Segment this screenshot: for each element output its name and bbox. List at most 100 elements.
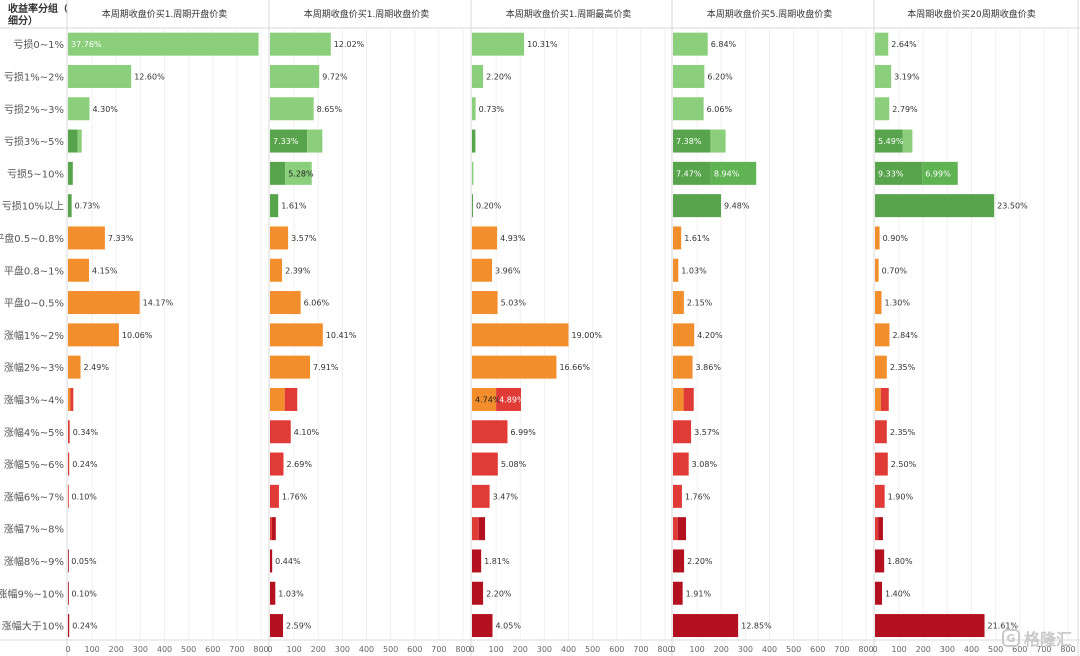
- data-label: 2.35%: [890, 428, 916, 437]
- data-label: 2.64%: [891, 40, 917, 49]
- data-label: 3.57%: [694, 428, 720, 437]
- data-label: 8.94%: [714, 169, 740, 178]
- data-label: 5.08%: [501, 460, 527, 469]
- bar-segment: [902, 129, 913, 153]
- bar-segment: [875, 549, 885, 573]
- data-label: 1.61%: [684, 234, 710, 243]
- data-label: 0.44%: [275, 557, 301, 566]
- bar-segment: [270, 581, 276, 605]
- bar-segment: [472, 291, 498, 315]
- bar-segment: [673, 387, 684, 411]
- bar-segment: [673, 97, 704, 121]
- bar-segment: [472, 581, 484, 605]
- bar-segment: [875, 517, 879, 541]
- data-label: 2.20%: [486, 72, 512, 81]
- x-tick-label: 100: [84, 645, 99, 654]
- data-label: 2.84%: [892, 331, 918, 340]
- x-tick-label: 200: [916, 645, 931, 654]
- x-tick-label: 800: [253, 645, 268, 654]
- category-label: 涨幅大于10%: [2, 620, 64, 633]
- data-label: 1.76%: [685, 492, 711, 501]
- bar-segment: [472, 452, 498, 476]
- bar-segment: [875, 614, 985, 638]
- x-tick-label: 700: [633, 645, 648, 654]
- bar-segment: [68, 226, 105, 250]
- data-label: 37.76%: [71, 40, 102, 49]
- data-label: 2.79%: [892, 105, 918, 114]
- data-label: 0.10%: [71, 589, 97, 598]
- bar-segment: [472, 484, 490, 508]
- bar-segment: [270, 258, 283, 282]
- data-label: 16.66%: [559, 363, 590, 372]
- bar-segment: [875, 581, 882, 605]
- category-label: 平盘0~0.5%: [4, 297, 64, 310]
- x-tick-label: 700: [431, 645, 446, 654]
- bar-segment: [472, 420, 508, 444]
- data-label: 12.60%: [134, 72, 165, 81]
- x-tick-label: 500: [786, 645, 801, 654]
- bar-segment: [270, 323, 323, 347]
- data-label: 1.40%: [885, 589, 911, 598]
- category-label: 亏损1%~2%: [4, 70, 64, 83]
- bar-segment: [878, 517, 883, 541]
- data-label: 7.47%: [676, 169, 702, 178]
- bar-segment: [673, 355, 693, 379]
- bar-segment: [68, 614, 70, 638]
- bar-segment: [472, 323, 569, 347]
- panel-title: 本周期收盘价买1.周期开盘价卖: [102, 8, 228, 20]
- bar-segment: [478, 517, 486, 541]
- x-tick-label: 300: [940, 645, 955, 654]
- bar-segment: [70, 387, 74, 411]
- data-label: 1.03%: [278, 589, 304, 598]
- x-tick-label: 0: [670, 645, 675, 654]
- x-tick-label: 0: [65, 645, 70, 654]
- bar-segment: [875, 355, 887, 379]
- category-label: 涨幅4%~5%: [4, 426, 64, 439]
- bar-segment: [673, 323, 695, 347]
- data-label: 8.65%: [317, 105, 343, 114]
- x-tick-label: 500: [585, 645, 600, 654]
- x-tick-label: 0: [872, 645, 877, 654]
- data-label: 19.00%: [572, 331, 603, 340]
- data-label: 2.20%: [687, 557, 713, 566]
- bar-segment: [683, 387, 694, 411]
- bar-segment: [270, 355, 311, 379]
- x-tick-label: 200: [513, 645, 528, 654]
- bar-segment: [875, 484, 885, 508]
- panel-title: 本周期收盘价买1.周期最高价卖: [506, 8, 632, 20]
- bar-segment: [875, 97, 890, 121]
- category-label: 涨幅7%~8%: [4, 523, 64, 536]
- data-label: 10.41%: [326, 331, 357, 340]
- bar-segment: [673, 517, 678, 541]
- bar-segment: [472, 614, 493, 638]
- data-label: 3.08%: [692, 460, 718, 469]
- bar-segment: [880, 387, 889, 411]
- x-tick-label: 500: [181, 645, 196, 654]
- data-label: 1.91%: [686, 589, 712, 598]
- bar-segment: [270, 64, 320, 88]
- data-label: 0.90%: [883, 234, 909, 243]
- data-label: 3.19%: [894, 72, 920, 81]
- data-label: 7.38%: [676, 137, 702, 146]
- data-label: 2.39%: [285, 266, 311, 275]
- bar-segment: [875, 226, 880, 250]
- x-tick-label: 300: [537, 645, 552, 654]
- bar-segment: [875, 32, 889, 56]
- data-label: 9.48%: [724, 202, 750, 211]
- bar-segment: [284, 387, 298, 411]
- data-label: 5.03%: [501, 299, 527, 308]
- bar-segment: [77, 129, 82, 153]
- data-label: 4.10%: [294, 428, 320, 437]
- data-label: 0.05%: [71, 557, 97, 566]
- x-tick-label: 100: [488, 645, 503, 654]
- bar-segment: [875, 387, 881, 411]
- bar-segment: [673, 258, 679, 282]
- x-tick-label: 100: [286, 645, 301, 654]
- bar-segment: [673, 420, 692, 444]
- bar-segment: [673, 614, 739, 638]
- category-label: 平盘0.8~1%: [4, 264, 64, 277]
- x-tick-label: 800: [455, 645, 470, 654]
- data-label: 3.47%: [493, 492, 519, 501]
- category-label: 亏损2%~3%: [4, 103, 64, 116]
- category-label: 涨幅1%~2%: [4, 329, 64, 342]
